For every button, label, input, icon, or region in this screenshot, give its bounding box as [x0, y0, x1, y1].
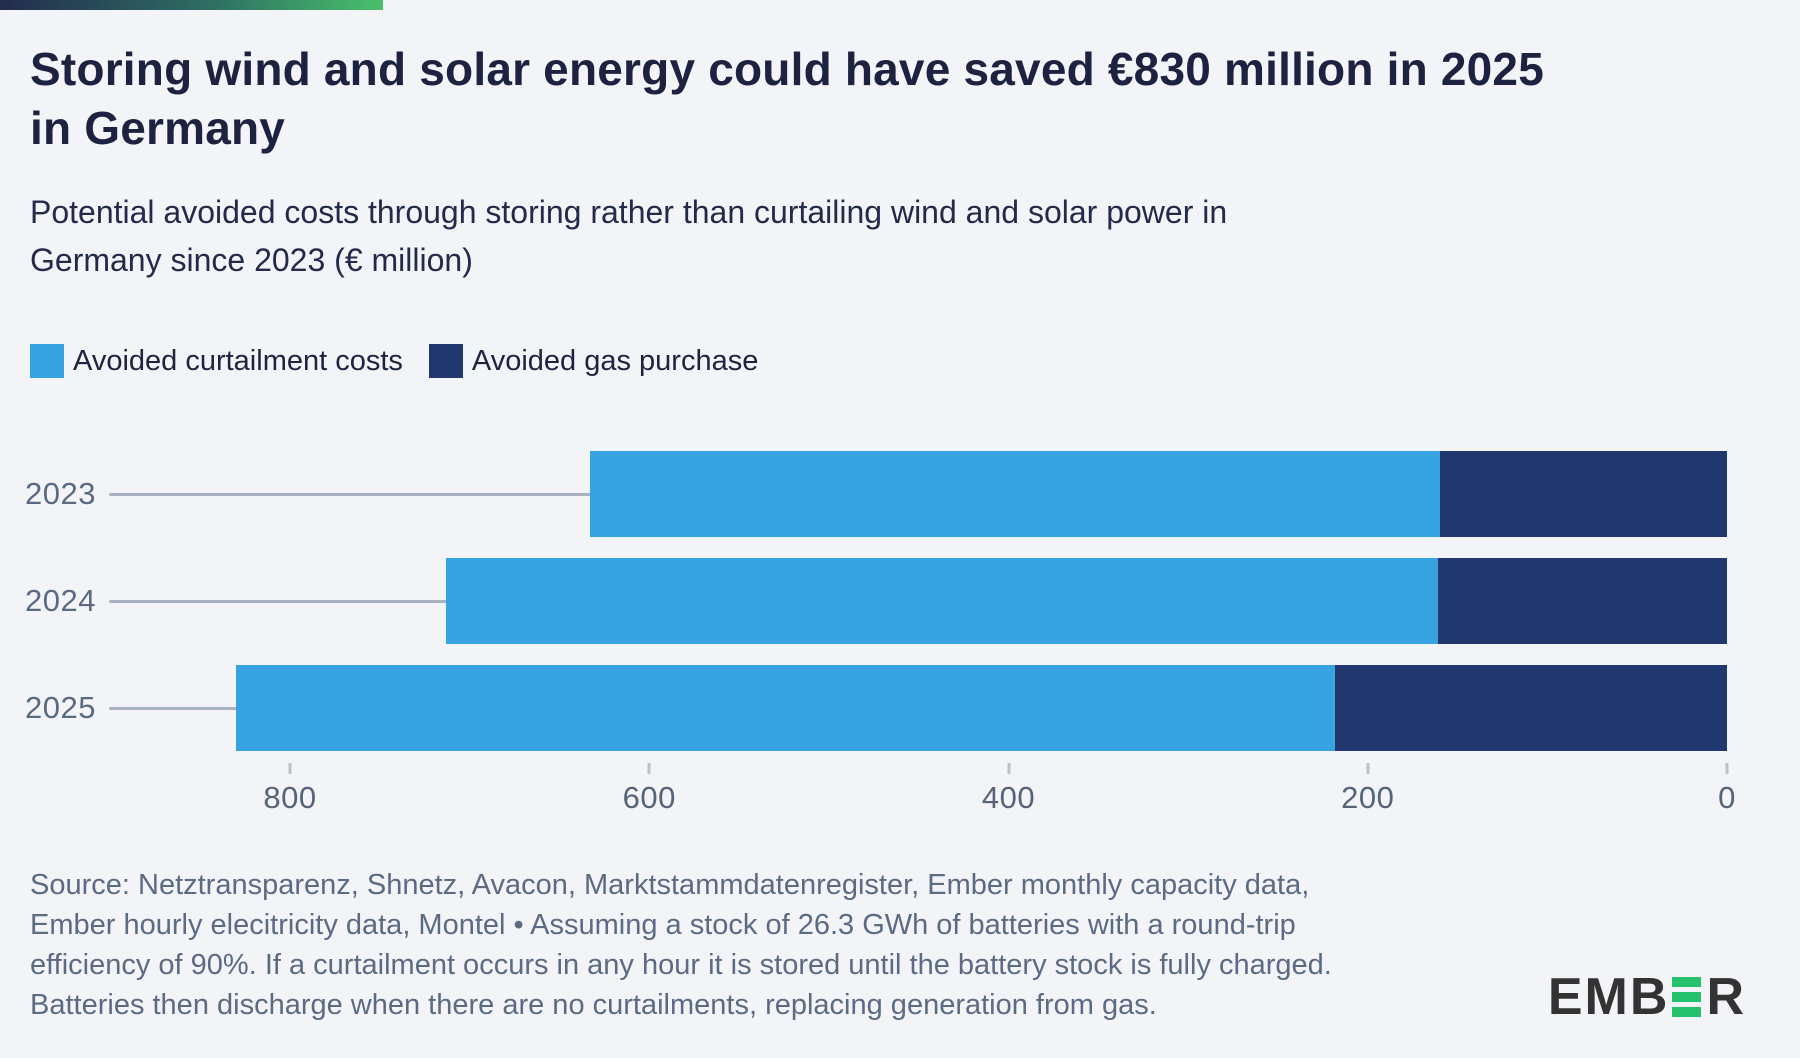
stacked-bar: [446, 558, 1727, 644]
brand-accent-bar: [0, 0, 383, 10]
bar-segment: [236, 665, 1336, 751]
title-line-2: in Germany: [30, 102, 286, 154]
subtitle-line-2: Germany since 2023 (€ million): [30, 242, 473, 278]
bar-segment: [1439, 451, 1727, 537]
chart-row-2025: 2025: [25, 665, 1727, 751]
axis-tick-mark: [1007, 763, 1010, 774]
category-label: 2024: [25, 583, 96, 618]
page-subtitle: Potential avoided costs through storing …: [30, 188, 1770, 284]
axis-tick-label: 800: [263, 780, 317, 815]
legend-item-avoided-gas: Avoided gas purchase: [428, 344, 759, 378]
source-line-4: Batteries then discharge when there are …: [30, 989, 1157, 1021]
chart-row-2023: 2023: [25, 451, 1727, 537]
legend-label-gas: Avoided gas purchase: [471, 344, 759, 377]
legend-label-curtailment: Avoided curtailment costs: [73, 344, 403, 377]
axis-tick-mark: [288, 763, 292, 774]
axis-tick-mark: [647, 763, 651, 774]
bar-segment: [1335, 665, 1727, 751]
source-line-3: efficiency of 90%. If a curtailment occu…: [30, 949, 1332, 981]
axis-tick-label: 400: [981, 780, 1036, 815]
stacked-bar: [589, 451, 1727, 537]
subtitle-line-1: Potential avoided costs through storing …: [30, 194, 1228, 230]
page-title: Storing wind and solar energy could have…: [30, 40, 1770, 158]
row-plot-area: [109, 558, 1727, 644]
legend-swatch-curtailment-icon: [30, 344, 64, 378]
axis-tick-label: 0: [1718, 780, 1736, 815]
logo-text-prefix: EMB: [1547, 968, 1670, 1026]
row-plot-area: [109, 451, 1727, 537]
bar-segment: [446, 558, 1438, 644]
title-line-1: Storing wind and solar energy could have…: [30, 43, 1544, 95]
bar-segment: [1437, 558, 1727, 644]
bar-segment: [589, 451, 1440, 537]
source-line-1: Source: Netztransparenz, Shnetz, Avacon,…: [30, 869, 1310, 901]
category-label: 2023: [25, 476, 96, 511]
ember-logo: EMB R: [1547, 968, 1746, 1026]
legend-swatch-gas-icon: [428, 344, 463, 378]
x-axis: 800 600 400 200 0: [109, 753, 1735, 833]
axis-tick-mark: [1725, 763, 1729, 774]
row-plot-area: [109, 665, 1727, 751]
source-line-2: Ember hourly elecitricity data, Montel •…: [30, 909, 1296, 941]
logo-green-e-icon: [1672, 977, 1702, 1017]
legend-item-avoided-curtailment: Avoided curtailment costs: [30, 344, 403, 378]
stacked-bar-chart: 2023 2024 2025 800 600 400 200 0: [25, 451, 1735, 851]
chart-legend: Avoided curtailment costs Avoided gas pu…: [30, 344, 758, 378]
axis-tick-label: 600: [622, 780, 676, 815]
axis-tick-mark: [1366, 763, 1370, 774]
axis-tick-label: 200: [1341, 780, 1395, 815]
chart-rows: 2023 2024 2025: [25, 451, 1727, 751]
category-label: 2025: [25, 690, 96, 725]
stacked-bar: [236, 665, 1727, 751]
logo-text-suffix: R: [1706, 968, 1746, 1026]
chart-row-2024: 2024: [25, 558, 1727, 644]
source-note: Source: Netztransparenz, Shnetz, Avacon,…: [30, 865, 1550, 1025]
